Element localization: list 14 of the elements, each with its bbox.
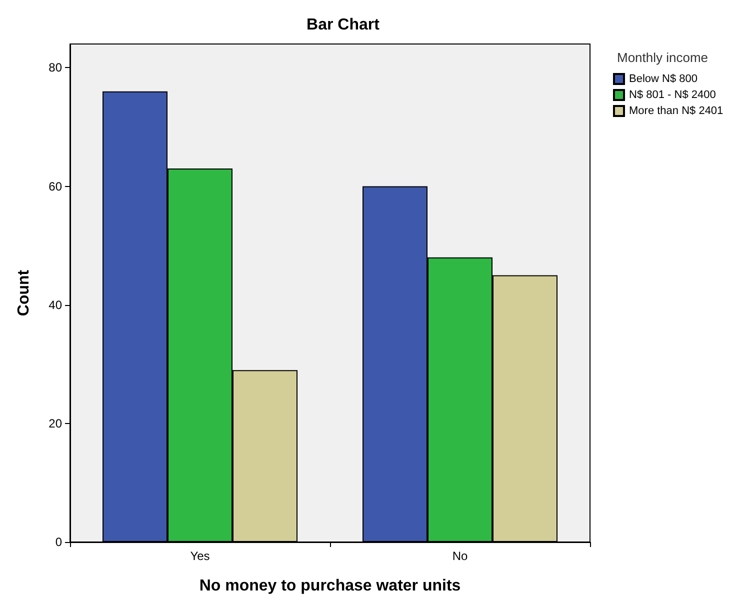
y-tick-label: 60	[48, 179, 62, 194]
x-axis-title: No money to purchase water units	[199, 578, 461, 594]
y-tick-label: 20	[48, 416, 62, 430]
legend-title: Monthly income	[617, 50, 708, 65]
chart-title: Bar Chart	[306, 16, 380, 34]
legend-label: Below N$ 800	[629, 73, 698, 85]
legend-label: N$ 801 - N$ 2400	[629, 89, 716, 101]
y-tick-label: 80	[48, 60, 62, 75]
y-tick-label: 40	[48, 298, 62, 312]
x-tick-label: Yes	[190, 549, 210, 563]
legend-label: More than N$ 2401	[629, 105, 724, 117]
y-tick-label: 0	[55, 535, 62, 549]
x-tick-label: No	[452, 549, 468, 563]
y-axis-title: Count	[16, 269, 32, 316]
